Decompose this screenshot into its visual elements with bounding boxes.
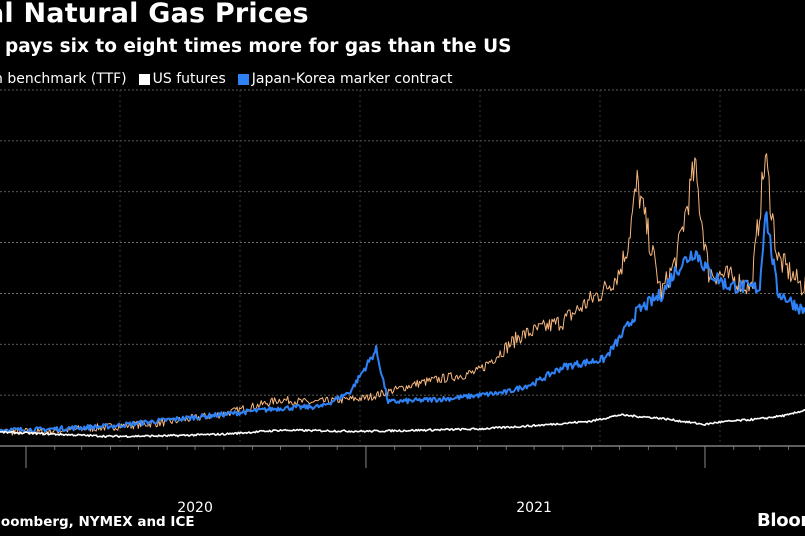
legend-label-jkm: Japan-Korea marker contract (251, 71, 453, 87)
series-line-ttf (0, 153, 805, 436)
chart-gridlines (0, 89, 805, 446)
series-lines (0, 153, 805, 438)
legend-item-ttf: n benchmark (TTF) (0, 71, 127, 87)
x-tick-label: 2020 (177, 500, 213, 516)
legend-item-jkm: Japan-Korea marker contract (237, 71, 453, 87)
chart-subtitle: e pays six to eight times more for gas t… (0, 36, 512, 57)
chart-legend: n benchmark (TTF) US futures Japan-Korea… (0, 71, 465, 87)
source-note: Bloomberg, NYMEX and ICE (0, 514, 195, 530)
x-tick-label: 2021 (516, 500, 552, 516)
chart-title: al Natural Gas Prices (0, 0, 309, 29)
legend-swatch-jkm (237, 73, 249, 85)
publisher-logo: Bloom (757, 510, 805, 531)
legend-item-us: US futures (138, 71, 226, 87)
year-dividers (25, 446, 789, 468)
legend-label-us: US futures (152, 71, 226, 87)
series-line-us (0, 409, 805, 438)
x-axis-tick-labels: 202020212022 (177, 500, 552, 516)
legend-label-ttf: n benchmark (TTF) (0, 71, 127, 87)
series-line-jkm (0, 211, 805, 434)
legend-swatch-us (138, 73, 150, 85)
